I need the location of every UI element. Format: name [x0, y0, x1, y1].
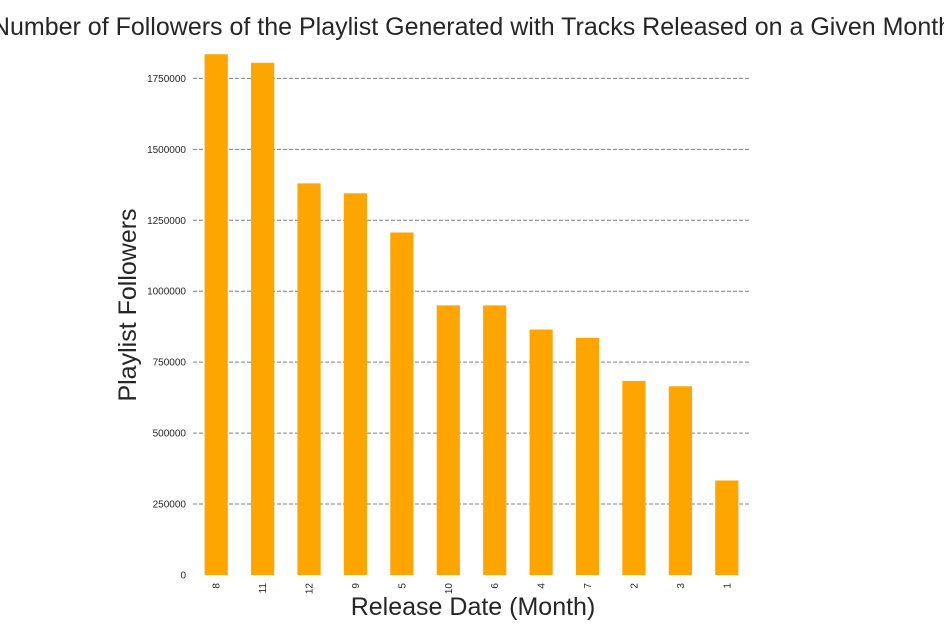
- x-tick-label: 6: [490, 583, 501, 589]
- gridlines: [193, 77, 750, 505]
- bars: [204, 54, 739, 576]
- x-tick-label: 10: [444, 583, 455, 595]
- bar-month-10: [436, 305, 460, 575]
- x-tick-label: 12: [305, 583, 316, 595]
- x-tick-label: 2: [629, 583, 640, 589]
- x-axis-label: Release Date (Month): [351, 593, 596, 621]
- bar-month-4: [529, 329, 553, 575]
- bar-month-12: [297, 183, 321, 576]
- bar-month-3: [668, 386, 692, 575]
- y-tick-label: 250000: [153, 500, 187, 511]
- x-axis-ticks: 8 11 12 9 5 10 6 4 7 2 3 1: [212, 583, 734, 595]
- bar-month-2: [622, 380, 646, 575]
- bar-month-6: [483, 305, 507, 575]
- x-tick-label: 9: [351, 583, 362, 589]
- bar-month-5: [390, 232, 414, 576]
- bar-month-1: [715, 480, 739, 575]
- bar-month-11: [251, 62, 275, 576]
- y-tick-label: 1250000: [147, 216, 186, 227]
- y-tick-label: 1750000: [147, 74, 186, 85]
- x-tick-label: 3: [676, 583, 687, 589]
- chart-title: Number of Followers of the Playlist Gene…: [0, 13, 944, 41]
- x-tick-label: 1: [722, 583, 733, 589]
- bar-month-8: [204, 54, 228, 575]
- bar-month-7: [575, 337, 600, 575]
- x-tick-label: 11: [258, 583, 269, 594]
- y-tick-label: 1000000: [147, 287, 186, 298]
- y-axis-ticks: 0 250000 500000 750000 1000000 1250000 1500000…: [147, 74, 186, 582]
- bar-month-9: [343, 193, 368, 576]
- x-tick-label: 8: [212, 583, 223, 589]
- y-axis-label: Playlist Followers: [114, 208, 142, 401]
- x-tick-label: 4: [537, 583, 548, 589]
- y-tick-label: 0: [180, 571, 186, 582]
- x-tick-label: 7: [583, 583, 594, 589]
- y-tick-label: 1500000: [147, 145, 186, 156]
- y-tick-label: 750000: [153, 358, 187, 369]
- y-tick-label: 500000: [153, 429, 187, 440]
- x-tick-label: 5: [397, 583, 408, 589]
